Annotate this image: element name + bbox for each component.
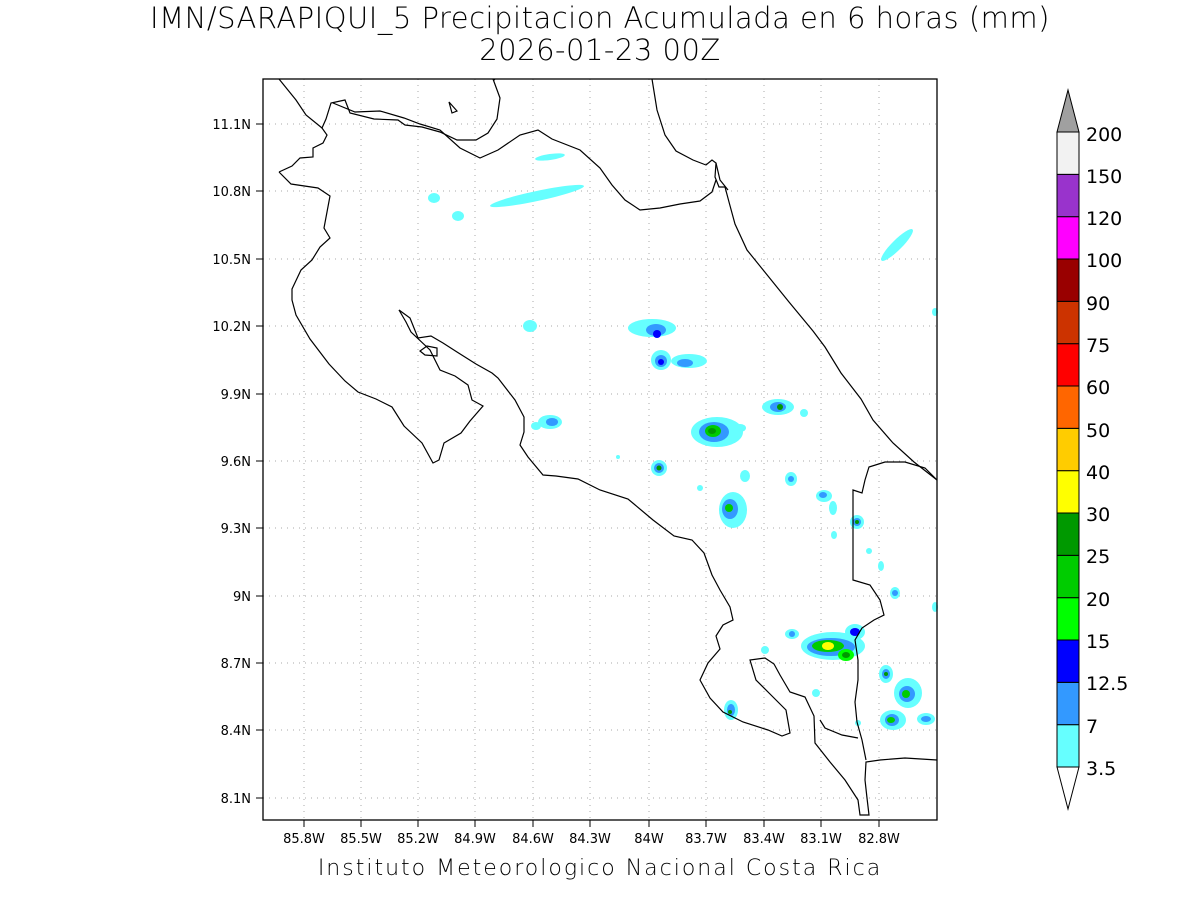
lon-tick-label: 85.2W bbox=[397, 832, 439, 847]
colorbar-label: 40 bbox=[1086, 462, 1110, 484]
lon-tick-label: 84.3W bbox=[569, 832, 611, 847]
lat-tick-label: 8.4N bbox=[221, 724, 251, 739]
lat-tick-label: 9.3N bbox=[221, 522, 251, 537]
lat-tick-label: 9N bbox=[233, 590, 251, 605]
lon-tick-label: 85.5W bbox=[340, 832, 382, 847]
lat-tick-label: 11.1N bbox=[212, 118, 251, 133]
map-grid bbox=[263, 79, 937, 820]
lon-tick-label: 82.8W bbox=[858, 832, 900, 847]
colorbar-label: 12.5 bbox=[1086, 673, 1128, 695]
colorbar-swatch bbox=[1056, 554, 1080, 599]
map-frame bbox=[262, 78, 938, 821]
lat-tick-label: 9.6N bbox=[221, 455, 251, 470]
lat-tick-label: 9.9N bbox=[221, 388, 251, 403]
colorbar-swatch bbox=[1056, 385, 1080, 429]
colorbar-swatch bbox=[1056, 300, 1080, 345]
colorbar-swatch bbox=[1056, 681, 1080, 726]
colorbar: 3.5 7 12.5 15 20 25 30 40 50 60 75 90 10… bbox=[1056, 88, 1128, 811]
precip-cell bbox=[761, 624, 865, 697]
colorbar-label: 25 bbox=[1086, 546, 1110, 568]
lat-tick-label: 10.5N bbox=[212, 253, 251, 268]
footer-credit: Instituto Meteorologico Nacional Costa R… bbox=[317, 856, 883, 881]
lat-tick-label: 8.1N bbox=[221, 792, 251, 807]
colorbar-label: 3.5 bbox=[1086, 758, 1116, 780]
colorbar-label: 75 bbox=[1086, 335, 1110, 357]
precip-cell bbox=[762, 399, 808, 417]
colorbar-swatch bbox=[1056, 258, 1080, 302]
colorbar-label: 200 bbox=[1086, 124, 1122, 146]
latitude-labels: 11.1N 10.8N 10.5N 10.2N 9.9N 9.6N 9.3N 9… bbox=[212, 118, 251, 807]
colorbar-label: 100 bbox=[1086, 250, 1122, 272]
colorbar-swatch bbox=[1056, 173, 1080, 218]
colorbar-label: 7 bbox=[1086, 716, 1098, 738]
map-title: IMN/SARAPIQUI_5 Precipitacion Acumulada … bbox=[150, 1, 1050, 35]
colorbar-label: 90 bbox=[1086, 293, 1110, 315]
colorbar-top-arrow bbox=[1056, 88, 1080, 133]
colorbar-swatch bbox=[1056, 512, 1080, 556]
precip-cell bbox=[724, 665, 935, 730]
lat-tick-label: 8.7N bbox=[221, 657, 251, 672]
lon-tick-label: 83.7W bbox=[685, 832, 727, 847]
lon-tick-label: 84.9W bbox=[454, 832, 496, 847]
colorbar-swatch bbox=[1056, 470, 1080, 514]
colorbar-label: 120 bbox=[1086, 208, 1122, 230]
lat-tick-label: 10.2N bbox=[212, 320, 251, 335]
colorbar-bottom-arrow bbox=[1056, 766, 1080, 811]
colorbar-label: 15 bbox=[1086, 631, 1110, 653]
colorbar-label: 20 bbox=[1086, 589, 1110, 611]
colorbar-swatch bbox=[1056, 597, 1080, 641]
colorbar-swatch bbox=[1056, 427, 1080, 472]
lon-tick-label: 83.1W bbox=[800, 832, 842, 847]
colorbar-swatch bbox=[1056, 131, 1080, 175]
axis-ticks bbox=[256, 123, 880, 827]
colorbar-label: 60 bbox=[1086, 377, 1110, 399]
lon-tick-label: 84.6W bbox=[512, 832, 554, 847]
lat-tick-label: 10.8N bbox=[212, 185, 251, 200]
colorbar-label: 150 bbox=[1086, 166, 1122, 188]
lon-tick-label: 84W bbox=[634, 832, 664, 847]
coastline bbox=[278, 78, 938, 816]
colorbar-swatch bbox=[1056, 216, 1080, 260]
colorbar-label: 30 bbox=[1086, 504, 1110, 526]
precip-blob bbox=[428, 153, 938, 612]
precipitation-field bbox=[428, 153, 938, 730]
colorbar-swatch bbox=[1056, 639, 1080, 683]
country-border bbox=[332, 102, 938, 761]
colorbar-swatch bbox=[1056, 343, 1080, 387]
lon-tick-label: 85.8W bbox=[283, 832, 325, 847]
lon-tick-label: 83.4W bbox=[743, 832, 785, 847]
longitude-labels: 85.8W 85.5W 85.2W 84.9W 84.6W 84.3W 84W … bbox=[283, 832, 900, 847]
colorbar-swatch bbox=[1056, 724, 1080, 768]
precip-cell bbox=[628, 319, 707, 370]
map-date: 2026-01-23 00Z bbox=[479, 33, 721, 67]
precip-cell bbox=[719, 472, 900, 599]
precip-cell bbox=[691, 417, 746, 447]
colorbar-label: 50 bbox=[1086, 420, 1110, 442]
precip-cell bbox=[616, 455, 750, 491]
precip-cell bbox=[531, 415, 562, 430]
